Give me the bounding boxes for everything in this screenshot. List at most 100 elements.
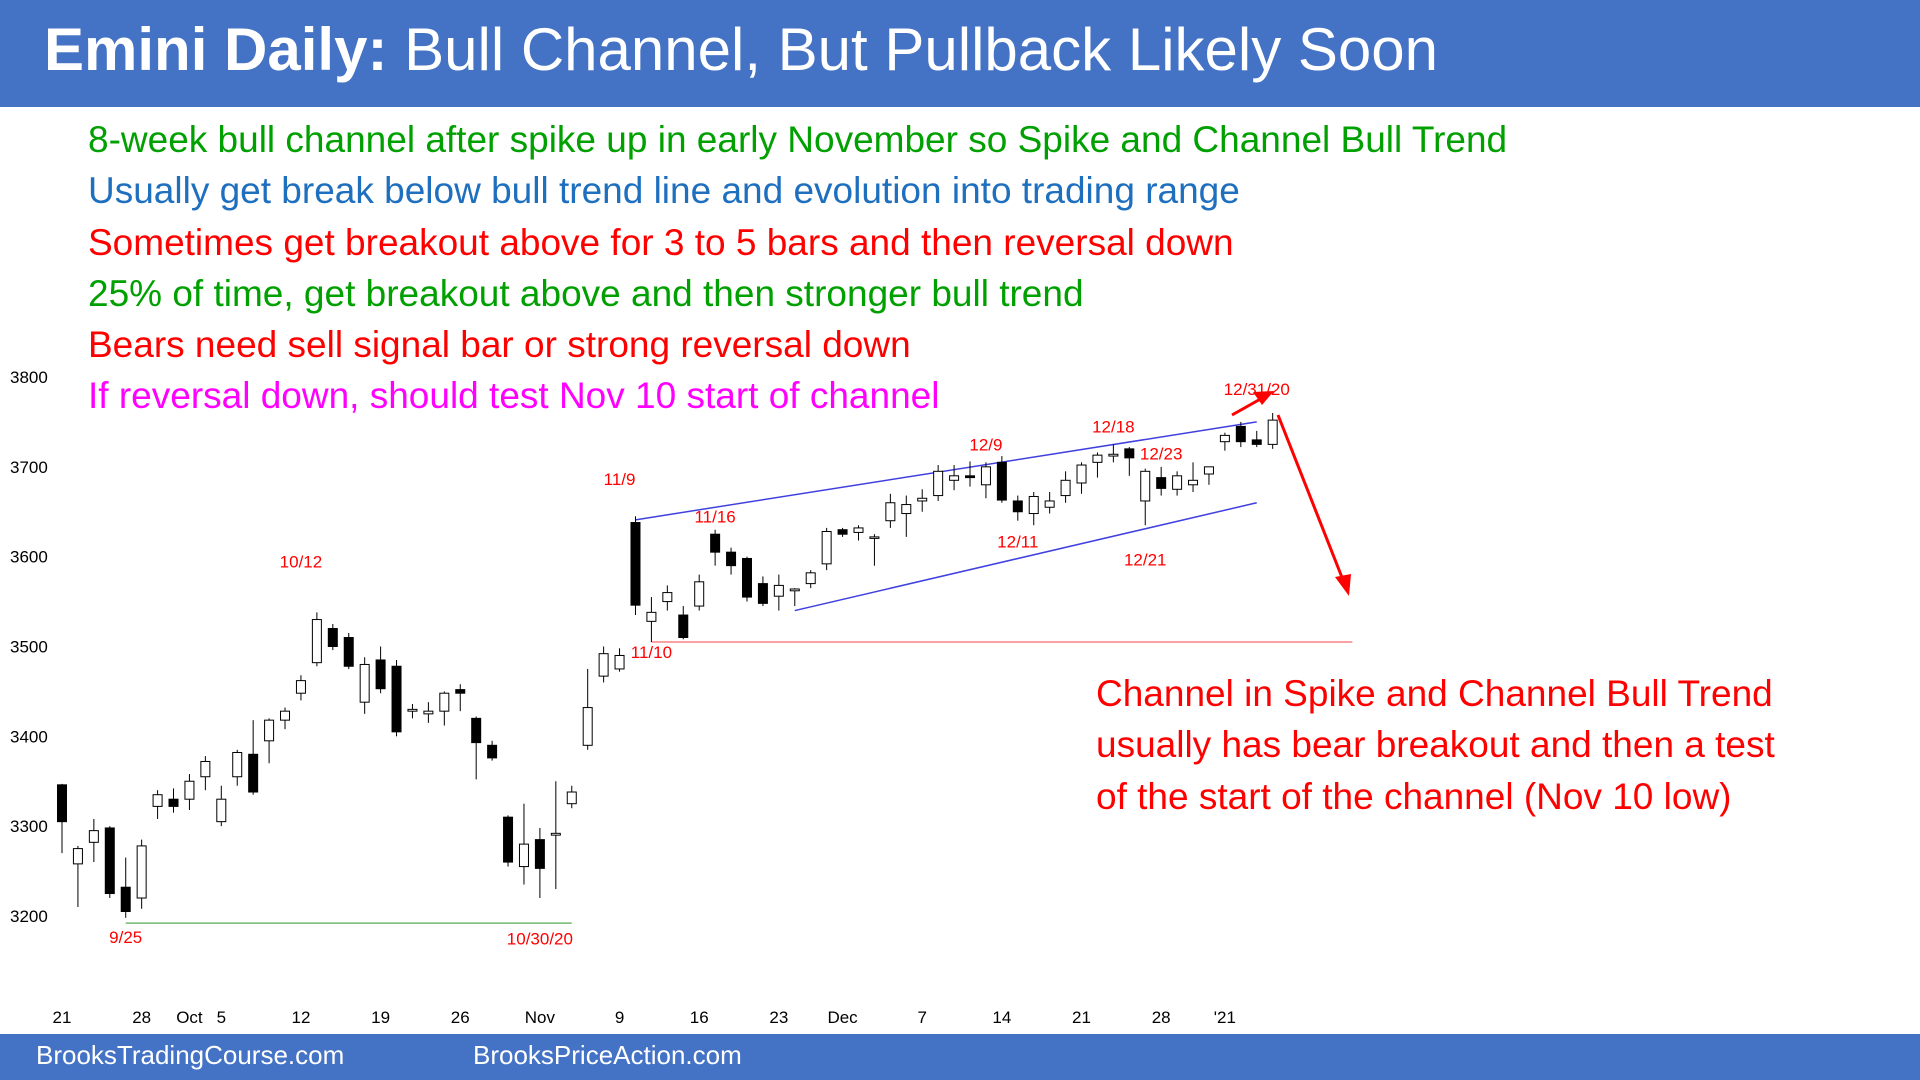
candle xyxy=(1076,462,1087,494)
bull-candle-body xyxy=(423,710,434,715)
candle xyxy=(614,648,625,672)
channel-upper xyxy=(635,421,1257,521)
x-tick-label: 7 xyxy=(917,1008,926,1027)
reversal-arrow-shaft xyxy=(1276,414,1345,581)
candle xyxy=(678,606,689,640)
reversal-arrow-head xyxy=(1335,574,1351,596)
y-tick-label: 3800 xyxy=(10,368,48,387)
candle xyxy=(662,585,673,611)
candle xyxy=(168,788,179,813)
candle xyxy=(789,588,800,607)
candle xyxy=(853,525,864,541)
bull-candle-body xyxy=(88,830,99,843)
bull-candle-body xyxy=(694,581,705,607)
candle xyxy=(694,574,705,611)
bull-candle-body xyxy=(216,798,227,823)
candle xyxy=(980,462,991,499)
candle xyxy=(646,597,657,642)
bull-candle-body xyxy=(901,504,912,515)
y-tick-label: 3400 xyxy=(10,727,48,746)
footer-left-link[interactable]: BrooksTradingCourse.com xyxy=(36,1040,345,1070)
candle xyxy=(726,547,737,575)
bull-candle-body xyxy=(72,848,83,865)
candle xyxy=(72,845,83,907)
bull-candle-body xyxy=(933,470,944,497)
x-tick-label: 16 xyxy=(690,1008,709,1027)
note-line: If reversal down, should test Nov 10 sta… xyxy=(88,375,940,417)
note-line: Bears need sell signal bar or strong rev… xyxy=(88,324,911,366)
bull-candle-body xyxy=(614,654,625,670)
bull-candle-body xyxy=(598,653,609,677)
candle xyxy=(1108,444,1119,463)
callout-line: of the start of the channel (Nov 10 low) xyxy=(1096,775,1732,817)
candle xyxy=(518,803,529,885)
bull-candle-body xyxy=(1044,500,1055,508)
bull-candle-body xyxy=(1028,495,1039,515)
date-label: 12/11 xyxy=(997,533,1038,552)
bull-candle-body xyxy=(311,619,322,664)
bull-candle-body xyxy=(184,780,195,800)
candle xyxy=(837,527,848,537)
candle xyxy=(264,718,275,764)
x-tick-label: 19 xyxy=(371,1008,390,1027)
candle xyxy=(582,668,593,750)
candle xyxy=(741,556,752,602)
note-line: 8-week bull channel after spike up in ea… xyxy=(88,119,1508,160)
note-line: 25% of time, get breakout above and then… xyxy=(88,272,1084,314)
bull-candle-body xyxy=(773,584,784,597)
title-rest: Bull Channel, But Pullback Likely Soon xyxy=(404,16,1439,83)
bear-candle-body xyxy=(248,753,259,793)
candle xyxy=(869,534,880,566)
candle xyxy=(136,839,147,909)
candle xyxy=(57,783,67,854)
candle xyxy=(949,465,960,491)
bull-candle-body xyxy=(646,611,657,622)
x-tick-label: 28 xyxy=(1152,1008,1171,1027)
title-bold: Emini Daily: xyxy=(44,16,388,83)
bull-candle-body xyxy=(1219,434,1230,443)
x-tick-label: Dec xyxy=(827,1008,858,1027)
x-tick-label: 21 xyxy=(53,1008,72,1027)
candle xyxy=(455,684,466,712)
candle xyxy=(1028,491,1039,526)
bear-candle-body xyxy=(996,461,1007,501)
bear-candle-body xyxy=(710,533,721,553)
candle xyxy=(1188,462,1199,492)
bull-candle-body xyxy=(1267,419,1278,445)
bear-candle-body xyxy=(1251,439,1262,445)
note-line: Sometimes get breakout above for 3 to 5 … xyxy=(88,221,1234,263)
x-tick-label: '21 xyxy=(1214,1008,1236,1027)
candle xyxy=(630,516,641,616)
candle xyxy=(375,646,386,694)
bull-candle-body xyxy=(550,832,561,836)
x-tick-label: 9 xyxy=(615,1008,624,1027)
x-tick-label: 26 xyxy=(451,1008,470,1027)
x-tick-label: 23 xyxy=(769,1008,788,1027)
bull-candle-body xyxy=(821,531,832,565)
candle xyxy=(1251,430,1262,448)
candle xyxy=(343,633,354,669)
footer-right-link[interactable]: BrooksPriceAction.com xyxy=(473,1040,742,1070)
candle xyxy=(391,659,402,737)
bull-candle-body xyxy=(232,751,243,778)
bull-candle-body xyxy=(200,760,211,778)
candle xyxy=(232,749,243,786)
candle xyxy=(566,785,577,809)
bull-candle-body xyxy=(789,588,800,592)
candle xyxy=(327,624,338,651)
candle xyxy=(901,495,912,537)
candle xyxy=(805,570,816,589)
bull-candle-body xyxy=(136,845,147,899)
x-tick-label: 28 xyxy=(132,1008,151,1027)
x-tick-label: Oct xyxy=(176,1008,203,1027)
candle xyxy=(965,461,976,487)
date-label: 10/30/20 xyxy=(507,930,573,949)
bull-candle-body xyxy=(439,692,450,712)
y-tick-label: 3200 xyxy=(10,907,48,926)
bear-candle-body xyxy=(375,659,386,690)
bull-candle-body xyxy=(980,466,991,486)
bear-candle-body xyxy=(1124,448,1135,459)
date-label: 10/12 xyxy=(280,552,323,571)
candle xyxy=(280,707,291,730)
